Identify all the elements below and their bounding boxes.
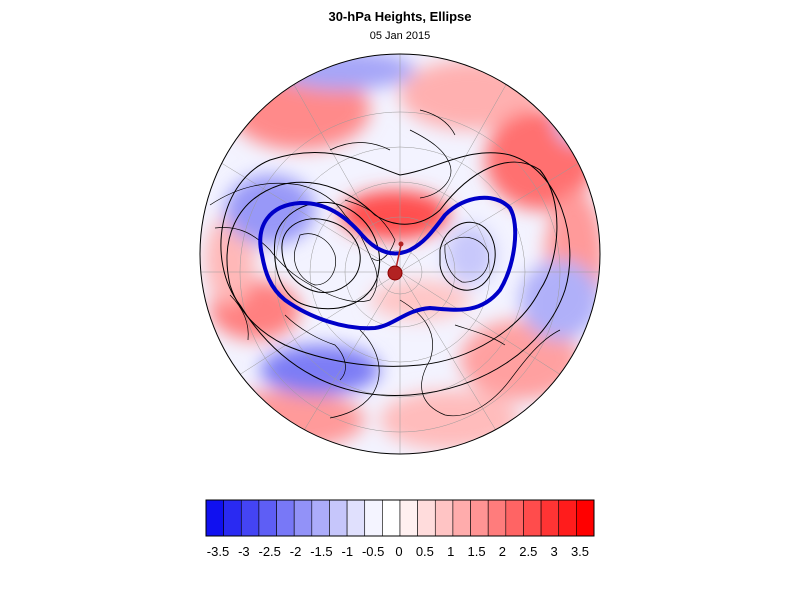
colorbar-box (487, 499, 507, 537)
colorbar-tick-label: -0.5 (362, 544, 384, 559)
colorbar-tick-label: 3 (551, 544, 558, 559)
colorbar-tick-label: -1.5 (310, 544, 332, 559)
colorbar-tick-label: -3.5 (207, 544, 229, 559)
colorbar-box (240, 499, 260, 537)
colorbar-box (258, 499, 277, 537)
colorbar-tick-label: 1.5 (468, 544, 486, 559)
colorbar-box (205, 499, 224, 537)
chart-subtitle: 05 Jan 2015 (369, 30, 431, 42)
colorbar-tick-label: -3 (238, 544, 250, 559)
colorbar-box (417, 499, 436, 537)
colorbar-box (470, 499, 489, 537)
colorbar-boxes (205, 499, 595, 537)
colorbar-box (399, 499, 418, 537)
colorbar-box (293, 499, 313, 537)
globe-disc (200, 54, 600, 454)
colorbar-box (452, 499, 471, 537)
colorbar-box (364, 499, 383, 537)
colorbar-tick-label: 2 (499, 544, 506, 559)
colorbar-box (329, 499, 348, 537)
colorbar-tick-label: -2.5 (259, 544, 281, 559)
colorbar-box (540, 499, 560, 537)
colorbar-box (434, 499, 454, 537)
vortex-edge-contour (258, 195, 518, 331)
colorbar-box (223, 499, 242, 537)
colorbar-tick-labels: -3.5 -3 -2.5 -2 -1.5 -1 -0.5 0 0.5 1 1.5 2 2.5 3 3.5 (207, 544, 589, 559)
globe-outline (199, 53, 601, 455)
colorbar-frame (205, 499, 595, 537)
colorbar-box (382, 499, 401, 537)
colorbar-box (311, 499, 330, 537)
colorbar-tick-label: -2 (290, 544, 302, 559)
colorbar-box (523, 499, 542, 537)
colorbar-box (276, 499, 295, 537)
colorbar-tick-label: 1 (447, 544, 454, 559)
colorbar-box (505, 499, 524, 537)
height-contours (220, 152, 571, 397)
colorbar-box (576, 499, 595, 537)
colorbar-box (346, 499, 366, 537)
colorbar-tick-label: 0.5 (416, 544, 434, 559)
colorbar-tick-label: 3.5 (571, 544, 589, 559)
chart-title: 30-hPa Heights, Ellipse (328, 9, 472, 24)
colorbar-tick-label: 0 (395, 544, 402, 559)
colorbar-tick-label: -1 (342, 544, 354, 559)
colorbar-tick-label: 2.5 (519, 544, 537, 559)
colorbar-box (558, 499, 577, 537)
vortex-centroid (387, 241, 404, 281)
